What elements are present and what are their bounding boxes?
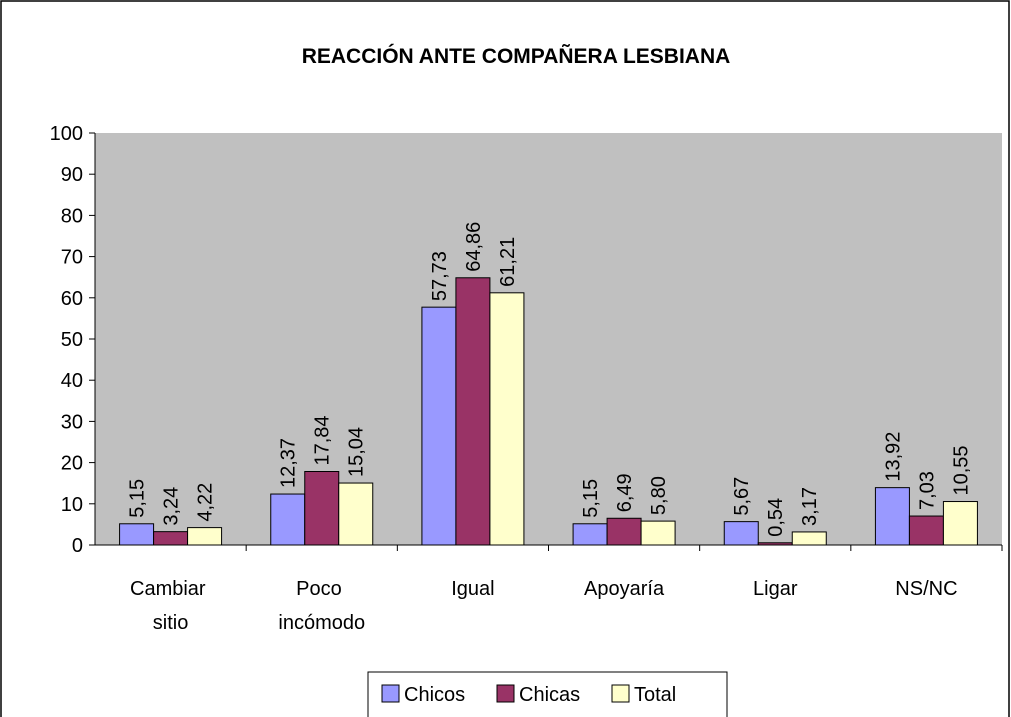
y-tick-label: 30 [61,411,83,433]
bar [338,482,374,546]
y-tick-label: 10 [61,494,83,516]
y-tick-label: 40 [61,370,83,392]
bar [304,470,340,546]
value-label: 7,03 [916,471,938,510]
value-label: 57,73 [429,251,451,301]
value-label: 4,22 [195,483,217,522]
bar [187,527,223,546]
value-label: 12,37 [278,438,300,488]
y-tick-label: 20 [61,453,83,475]
bar [942,501,978,546]
bar [455,277,491,546]
y-tick-label: 80 [61,205,83,227]
value-label: 5,15 [127,479,149,518]
value-label: 3,24 [161,487,183,526]
value-label: 10,55 [950,445,972,495]
value-label: 6,49 [614,473,636,512]
x-tick-label: Igual [451,578,494,600]
bar [640,520,676,546]
legend-swatch [381,684,400,703]
x-tick-label: Apoyaría [584,578,665,600]
y-tick-label: 100 [50,123,83,145]
bar [153,531,189,546]
value-label: 5,67 [731,477,753,516]
bar [489,292,525,546]
legend-box [367,671,728,717]
value-label: 5,80 [648,476,670,515]
y-tick-label: 90 [61,164,83,186]
bar [757,542,793,546]
plot-area [95,133,1002,545]
legend-label: Chicas [519,684,580,706]
y-tick-label: 0 [72,535,83,557]
value-label: 64,86 [463,222,485,272]
x-tick-label: Ligar [753,578,798,600]
legend-label: Total [634,684,676,706]
value-label: 3,17 [799,487,821,526]
bar [874,487,910,546]
value-label: 0,54 [765,498,787,537]
bar [723,521,759,546]
value-label: 15,04 [346,427,368,477]
x-tick-label: Poco incómodo [278,578,365,634]
bar [606,517,642,546]
x-tick-label: Cambiar sitio [130,578,211,634]
value-label: 5,15 [580,479,602,518]
y-tick-label: 60 [61,288,83,310]
bar [270,493,306,546]
value-label: 13,92 [882,432,904,482]
bar [421,306,457,546]
legend-swatch [496,684,515,703]
bar [791,531,827,546]
y-tick-label: 50 [61,329,83,351]
chart-title: REACCIÓN ANTE COMPAÑERA LESBIANA [302,44,731,68]
bar [908,515,944,546]
y-tick-label: 70 [61,247,83,269]
legend-label: Chicos [404,684,465,706]
bar [572,523,608,546]
value-label: 17,84 [312,415,334,465]
legend-swatch [611,684,630,703]
value-label: 61,21 [497,237,519,287]
bar [119,523,155,546]
x-tick-label: NS/NC [895,578,957,600]
